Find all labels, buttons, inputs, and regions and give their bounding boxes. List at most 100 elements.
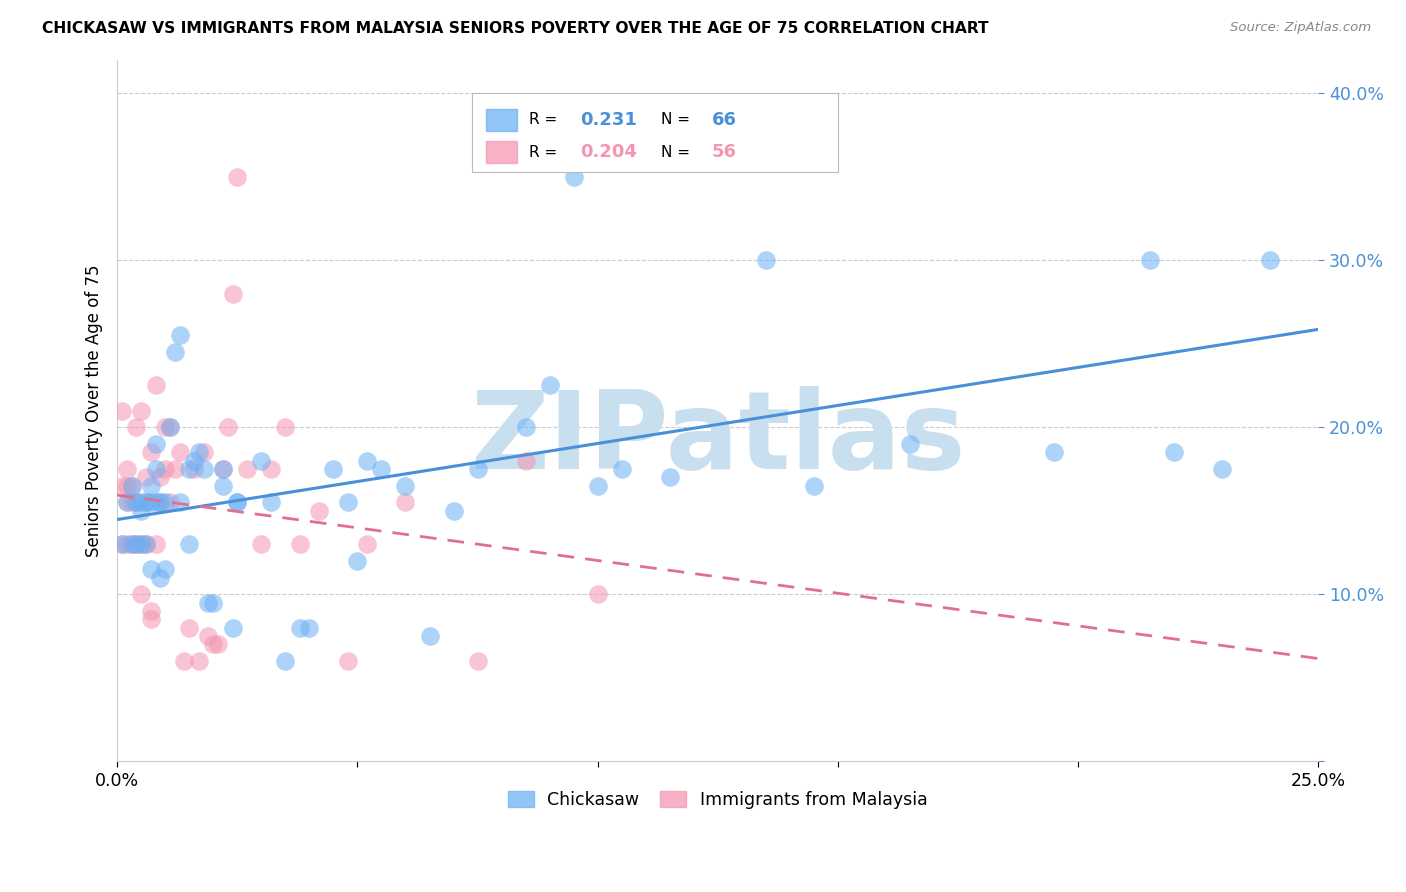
Point xyxy=(135,537,157,551)
Point xyxy=(145,462,167,476)
Point xyxy=(898,437,921,451)
Point xyxy=(139,612,162,626)
Point xyxy=(145,495,167,509)
Point xyxy=(658,470,681,484)
Point xyxy=(129,403,152,417)
Point xyxy=(467,654,489,668)
Point xyxy=(207,637,229,651)
Point xyxy=(193,445,215,459)
Point xyxy=(212,479,235,493)
Point xyxy=(139,479,162,493)
Point xyxy=(226,495,249,509)
Point xyxy=(125,420,148,434)
Bar xyxy=(486,109,517,131)
Point xyxy=(139,604,162,618)
Point xyxy=(226,495,249,509)
Point xyxy=(125,495,148,509)
Point xyxy=(121,479,143,493)
Point xyxy=(111,537,134,551)
Point xyxy=(226,169,249,184)
Point xyxy=(129,537,152,551)
Point xyxy=(125,495,148,509)
Point xyxy=(155,420,177,434)
Text: 66: 66 xyxy=(711,111,737,129)
Point xyxy=(260,462,283,476)
Point xyxy=(1260,253,1282,268)
Point xyxy=(135,495,157,509)
Text: 56: 56 xyxy=(711,144,737,161)
Point xyxy=(197,629,219,643)
Point xyxy=(298,621,321,635)
FancyBboxPatch shape xyxy=(471,94,838,172)
Point xyxy=(111,537,134,551)
Point xyxy=(187,445,209,459)
Point xyxy=(121,537,143,551)
Point xyxy=(336,495,359,509)
Point xyxy=(149,571,172,585)
Point xyxy=(538,378,561,392)
Point xyxy=(193,462,215,476)
Point xyxy=(139,562,162,576)
Point xyxy=(755,253,778,268)
Point xyxy=(803,479,825,493)
Point xyxy=(129,537,152,551)
Point xyxy=(139,495,162,509)
Point xyxy=(179,621,201,635)
Point xyxy=(129,495,152,509)
Point xyxy=(274,420,297,434)
Point xyxy=(111,403,134,417)
Text: N =: N = xyxy=(661,145,690,160)
Bar xyxy=(486,141,517,163)
Point xyxy=(179,537,201,551)
Point xyxy=(336,654,359,668)
Point xyxy=(221,621,243,635)
Point xyxy=(115,537,138,551)
Point xyxy=(515,453,537,467)
Point xyxy=(169,328,191,343)
Text: ZIPatlas: ZIPatlas xyxy=(470,385,966,491)
Point xyxy=(135,537,157,551)
Point xyxy=(346,554,368,568)
Point xyxy=(288,537,311,551)
Point xyxy=(173,654,195,668)
Point xyxy=(115,495,138,509)
Point xyxy=(562,169,585,184)
Point xyxy=(125,537,148,551)
Point xyxy=(1043,445,1066,459)
Point xyxy=(1211,462,1233,476)
Point xyxy=(145,437,167,451)
Point xyxy=(159,420,181,434)
Point xyxy=(115,462,138,476)
Point xyxy=(121,479,143,493)
Point xyxy=(250,537,273,551)
Text: 0.204: 0.204 xyxy=(579,144,637,161)
Point xyxy=(149,495,172,509)
Point xyxy=(356,537,378,551)
Y-axis label: Seniors Poverty Over the Age of 75: Seniors Poverty Over the Age of 75 xyxy=(86,264,103,557)
Point xyxy=(212,462,235,476)
Point xyxy=(169,445,191,459)
Point xyxy=(149,470,172,484)
Point xyxy=(202,596,225,610)
Point xyxy=(370,462,392,476)
Text: R =: R = xyxy=(529,112,557,128)
Point xyxy=(115,479,138,493)
Point xyxy=(356,453,378,467)
Point xyxy=(394,495,416,509)
Point xyxy=(135,495,157,509)
Point xyxy=(163,462,186,476)
Point xyxy=(129,587,152,601)
Point xyxy=(467,462,489,476)
Point xyxy=(155,562,177,576)
Point xyxy=(145,537,167,551)
Point xyxy=(236,462,259,476)
Point xyxy=(155,462,177,476)
Point xyxy=(1163,445,1185,459)
Point xyxy=(250,453,273,467)
Point xyxy=(217,420,239,434)
Text: N =: N = xyxy=(661,112,690,128)
Point xyxy=(418,629,440,643)
Point xyxy=(586,587,609,601)
Point xyxy=(1139,253,1161,268)
Legend: Chickasaw, Immigrants from Malaysia: Chickasaw, Immigrants from Malaysia xyxy=(501,784,935,816)
